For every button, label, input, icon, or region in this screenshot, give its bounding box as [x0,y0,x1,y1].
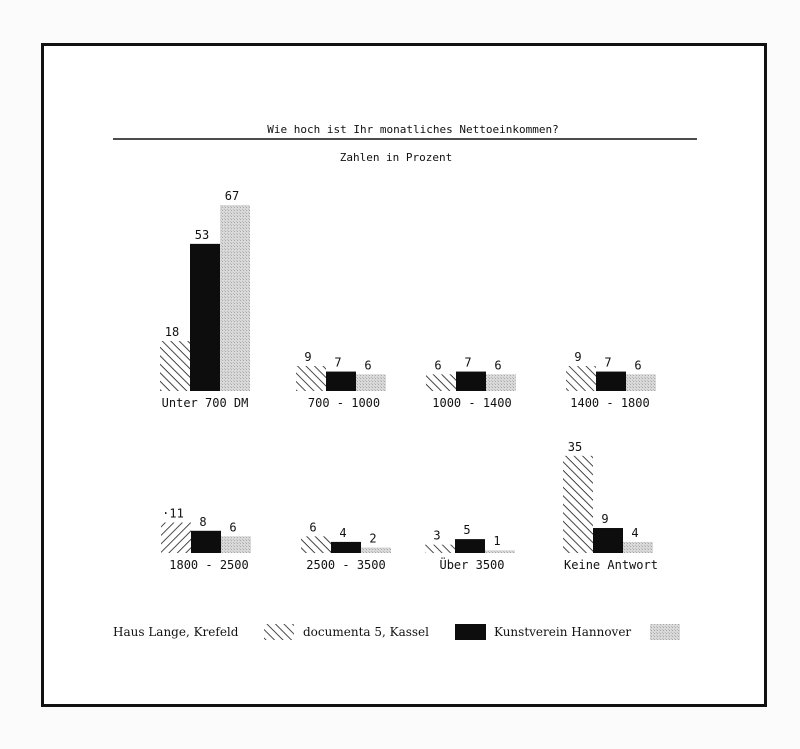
category-label-2: 1000 - 1400 [432,396,511,410]
value-label-0-5: 6 [309,520,316,534]
chart-title: Wie hoch ist Ihr monatliches Nettoeinkom… [267,123,558,136]
value-label-0-7: 35 [568,440,582,454]
value-label-0-3: 9 [574,350,581,364]
category-label-6: Über 3500 [439,556,504,572]
value-label-0-4: ·11 [162,506,184,520]
bar-1-3 [596,371,626,391]
bar-1-5 [331,541,361,553]
value-label-0-0: 18 [165,325,179,339]
legend-label-1: documenta 5, Kassel [303,625,429,639]
legend-swatch-0 [264,624,294,640]
value-label-2-5: 2 [369,531,376,545]
value-label-1-4: 8 [199,515,206,529]
value-label-1-7: 9 [601,512,608,526]
value-label-1-5: 4 [339,526,346,540]
legend-label-0: Haus Lange, Krefeld [113,625,239,639]
bar-1-6 [455,539,485,553]
legend-swatch-1 [455,624,486,640]
value-label-1-1: 7 [334,356,341,370]
bar-2-4 [221,536,251,553]
value-label-0-1: 9 [304,350,311,364]
bar-1-1 [326,371,356,391]
bar-2-7 [623,541,653,553]
bar-2-2 [486,374,516,391]
category-label-4: 1800 - 2500 [169,558,248,572]
value-label-1-3: 7 [604,356,611,370]
value-label-1-2: 7 [464,356,471,370]
bar-0-6 [425,544,455,553]
value-label-1-0: 53 [195,228,209,242]
category-label-0: Unter 700 DM [162,396,249,410]
bar-2-6 [485,550,515,553]
bar-0-0 [160,341,190,391]
value-label-0-2: 6 [434,358,441,372]
bar-0-4 [161,522,191,553]
bar-2-5 [361,547,391,553]
category-label-1: 700 - 1000 [308,396,380,410]
bar-2-0 [220,205,250,391]
value-label-2-3: 6 [634,358,641,372]
value-label-2-2: 6 [494,358,501,372]
value-label-1-6: 5 [463,523,470,537]
legend-label-2: Kunstverein Hannover [494,625,631,639]
value-label-2-0: 67 [225,189,239,203]
bar-0-1 [296,366,326,391]
value-label-2-1: 6 [364,358,371,372]
bar-1-7 [593,528,623,553]
bar-1-2 [456,371,486,391]
legend-swatch-2 [650,624,680,640]
bar-1-4 [191,530,221,553]
category-label-5: 2500 - 3500 [306,558,385,572]
chart-subtitle: Zahlen in Prozent [340,151,453,164]
bar-0-3 [566,366,596,391]
value-label-2-4: 6 [229,520,236,534]
bar-0-7 [563,455,593,553]
value-label-2-7: 4 [631,526,638,540]
bar-1-0 [190,243,220,391]
value-label-0-6: 3 [433,529,440,543]
bar-2-1 [356,374,386,391]
bar-0-5 [301,536,331,553]
value-label-2-6: 1 [493,534,500,548]
category-label-7: Keine Antwort [564,558,658,572]
bar-0-2 [426,374,456,391]
category-label-3: 1400 - 1800 [570,396,649,410]
bar-2-3 [626,374,656,391]
